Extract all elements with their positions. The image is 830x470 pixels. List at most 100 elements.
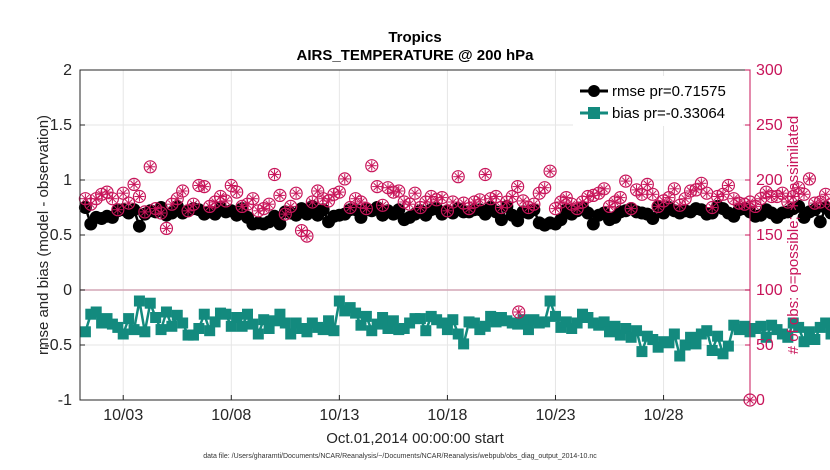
bias-point (350, 307, 362, 319)
bias-point (177, 317, 189, 329)
bias-point (323, 315, 335, 327)
bias-point (614, 329, 626, 341)
obs-point (365, 159, 379, 173)
bias-point (663, 337, 675, 349)
bias-point (387, 315, 399, 327)
obs-point (262, 197, 276, 211)
y2-tick-label: 50 (756, 337, 774, 354)
obs-point (305, 195, 319, 209)
x-tick-label: 10/13 (319, 407, 359, 424)
bias-point (247, 318, 259, 330)
rmse-point (581, 206, 595, 220)
bias-point (722, 340, 734, 352)
legend: rmse pr=0.71575 bias pr=-0.33064 (573, 76, 743, 126)
obs-point (300, 229, 314, 243)
legend-box (573, 76, 743, 126)
obs-point (662, 191, 676, 205)
bias-point (479, 320, 491, 332)
y2-axis-label: # of obs: o=possible; ∗=assimilated (785, 116, 802, 355)
bias-point (793, 321, 805, 333)
obs-point (646, 187, 660, 201)
obs-point (230, 185, 244, 199)
obs-point (667, 182, 681, 196)
bias-point (150, 312, 162, 323)
y2-ticks: 0 50 100 150 200 250 300 (745, 62, 783, 409)
legend-bias-label: bias pr=-0.33064 (612, 105, 725, 122)
obs-point (473, 193, 487, 207)
bias-point (209, 316, 221, 328)
rmse-point (273, 217, 287, 231)
bias-point (647, 334, 659, 345)
rmse-point (646, 212, 660, 225)
obs-point (111, 203, 125, 217)
bias-point (123, 313, 135, 325)
obs-point (176, 184, 190, 198)
obs-point (797, 187, 811, 201)
bias-point (225, 320, 237, 332)
obs-point (359, 202, 373, 216)
bias-point (598, 316, 610, 328)
obs-point (700, 186, 714, 200)
bias-point (166, 320, 178, 332)
rmse-point (554, 213, 568, 227)
bias-point (420, 325, 432, 337)
obs-point (132, 189, 147, 204)
bias-point (571, 317, 583, 329)
obs-point (284, 199, 298, 213)
obs-point (375, 198, 390, 212)
bias-point (360, 310, 372, 322)
obs-point (116, 186, 130, 200)
obs-point (489, 189, 503, 204)
bias-point (609, 320, 621, 332)
bias-point (263, 323, 275, 334)
bias-point (269, 315, 281, 327)
rmse-point (127, 203, 141, 217)
bias-point (760, 331, 772, 343)
obs-point (408, 186, 422, 200)
chart-subtitle: AIRS_TEMPERATURE @ 200 hPa (297, 47, 535, 64)
bias-point (674, 350, 686, 362)
bias-point (155, 324, 167, 336)
y2-tick-label: 100 (756, 282, 783, 299)
obs-point (332, 185, 346, 199)
bias-point (144, 297, 156, 309)
bias-point (441, 324, 453, 336)
obs-point (565, 197, 579, 211)
bias-point (522, 324, 534, 336)
obs-point (824, 197, 830, 211)
bias-point (133, 295, 145, 307)
rmse-point (392, 203, 406, 217)
bias-point (701, 325, 713, 337)
rmse-point (792, 199, 806, 213)
obs-point (721, 178, 735, 193)
obs-point (338, 172, 352, 186)
obs-point (451, 170, 465, 184)
obs-point (640, 177, 654, 191)
bias-point (279, 317, 291, 329)
rmse-point (494, 213, 508, 227)
obs-point (802, 172, 817, 186)
y-tick-label: -0.5 (44, 337, 72, 354)
bias-point (317, 324, 329, 336)
bias-point (620, 323, 632, 334)
bias-point (258, 314, 270, 326)
bias-point (414, 313, 426, 325)
obs-point (289, 186, 303, 200)
bias-point (377, 312, 389, 323)
obs-point (716, 187, 730, 201)
obs-point (527, 197, 541, 211)
obs-point (370, 180, 384, 194)
obs-point (122, 196, 136, 210)
obs-point (624, 202, 638, 216)
obs-point (392, 184, 406, 198)
bias-point (79, 326, 91, 338)
bias-point (798, 336, 810, 348)
bias-point (447, 314, 459, 326)
x-tick-label: 10/03 (103, 407, 143, 424)
obs-point (511, 180, 525, 194)
legend-bias-marker (588, 107, 600, 119)
bias-point (355, 319, 367, 331)
obs-point (694, 176, 708, 190)
